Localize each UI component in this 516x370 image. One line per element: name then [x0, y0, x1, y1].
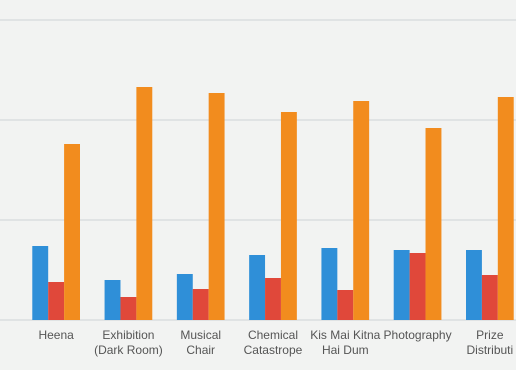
x-tick-label: Prize Distributi [466, 328, 514, 357]
bar [409, 253, 426, 320]
x-tick-label: Musical Chair [180, 328, 222, 357]
bar [64, 144, 80, 320]
bar [353, 101, 370, 320]
x-tick-label: Photography [383, 328, 452, 342]
bar [192, 289, 209, 320]
bar [466, 250, 482, 320]
bar [337, 290, 354, 320]
x-tick-label: Heena [38, 328, 74, 342]
x-tick-label: Exhibition (Dark Room) [94, 328, 163, 357]
bar [120, 297, 137, 320]
bar [208, 93, 225, 320]
bar [393, 250, 410, 320]
bar [425, 128, 442, 320]
bar [321, 248, 338, 320]
bar [497, 97, 514, 320]
bar [176, 274, 193, 320]
bar [32, 246, 49, 320]
x-tick-label: Kis Mai Kitna Hai Dum [310, 328, 381, 357]
bar [265, 278, 281, 320]
bar [481, 275, 498, 320]
bar [280, 112, 297, 320]
bar [249, 255, 266, 320]
bar [104, 280, 121, 320]
bar [136, 87, 153, 320]
bar [48, 282, 65, 320]
x-tick-label: Chemical Catastrope [243, 328, 303, 357]
